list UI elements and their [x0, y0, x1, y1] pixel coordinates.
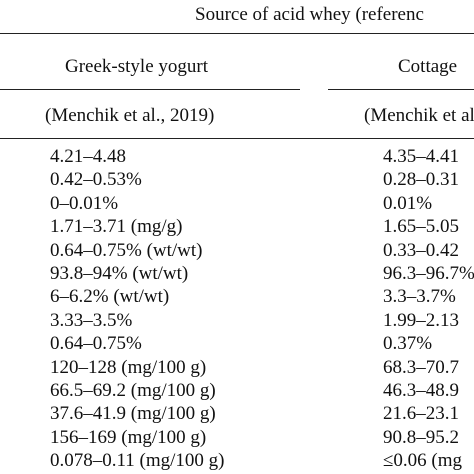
table-cell: 21.6–23.1: [383, 403, 459, 425]
table-cell: 68.3–70.7: [383, 356, 459, 378]
table-cell: 46.3–48.9: [383, 380, 459, 401]
table-cell: 0.33–0.42: [383, 239, 459, 261]
table-cell: 96.3–96.7%: [383, 263, 474, 284]
table-cell: ≤0.06 (mg: [383, 450, 463, 472]
table-cell: 6–6.2% (wt/wt): [50, 286, 170, 308]
table-cell: 37.6–41.9 (mg/100 g): [50, 403, 216, 425]
table-cell: 156–169 (mg/100 g): [50, 426, 207, 448]
table-cell: 0.42–0.53%: [50, 169, 142, 191]
table-cell: 0.64–0.75%: [50, 333, 142, 355]
column-header: Greek-style yogurt: [65, 56, 208, 77]
column-reference: (Menchik et al.: [364, 105, 474, 126]
table-cell: 0.01%: [383, 192, 433, 214]
table-cell: 3.33–3.5%: [50, 309, 133, 331]
rule: [328, 89, 474, 91]
rule: [0, 138, 474, 140]
table-cell: 0.37%: [383, 333, 433, 355]
rule: [0, 33, 474, 35]
table-cell: 0–0.01%: [50, 192, 119, 214]
table-cell: 1.99–2.13: [383, 309, 459, 331]
table-cell: 3.3–3.7%: [383, 286, 456, 308]
table-cell: 90.8–95.2: [383, 426, 459, 448]
table-cell: 0.078–0.11 (mg/100 g): [50, 450, 225, 472]
table-cell: 4.35–4.41: [383, 146, 459, 167]
table-cell: 66.5–69.2 (mg/100 g): [50, 380, 216, 401]
table-cell: 4.21–4.48: [50, 146, 126, 167]
rule: [0, 89, 300, 91]
table-cell: 0.64–0.75% (wt/wt): [50, 239, 203, 261]
column-reference: (Menchik et al., 2019): [45, 105, 215, 126]
group-header: Source of acid whey (referenc: [195, 4, 424, 25]
table-cell: 120–128 (mg/100 g): [50, 356, 207, 378]
column-header: Cottage: [398, 56, 458, 77]
table-cell: 1.65–5.05: [383, 216, 459, 238]
table-cell: 1.71–3.71 (mg/g): [50, 216, 183, 238]
table-cell: 93.8–94% (wt/wt): [50, 263, 189, 284]
table-cell: 0.28–0.31: [383, 169, 459, 191]
